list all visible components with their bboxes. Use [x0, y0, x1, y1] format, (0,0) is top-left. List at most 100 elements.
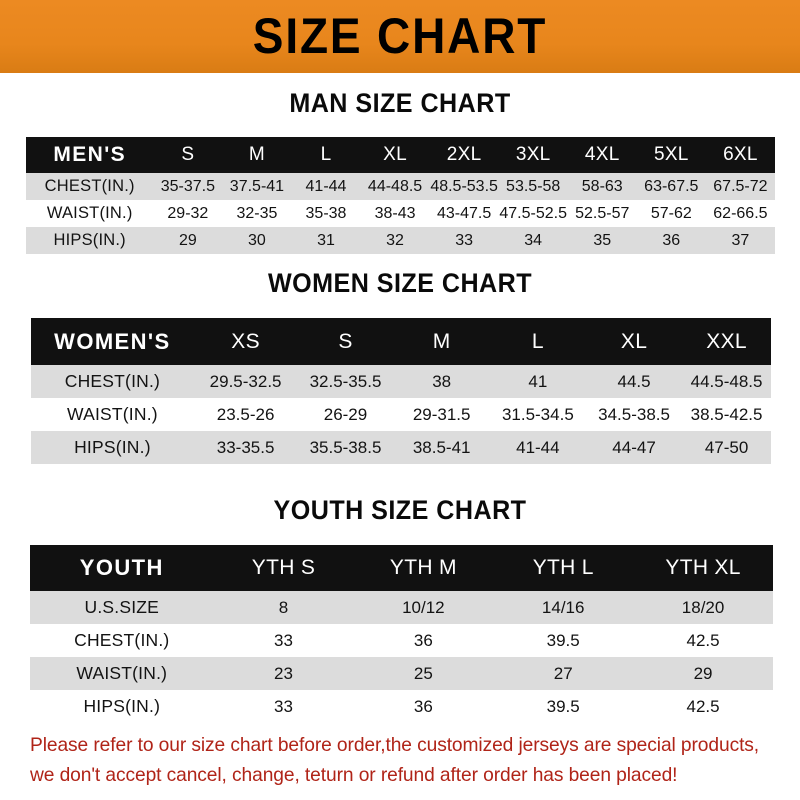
youth-measurement-value: 14/16 — [541, 597, 585, 617]
men-measurement-value: 44-48.5 — [367, 177, 423, 195]
youth-measurement-label: WAIST(IN.) — [76, 663, 168, 683]
women-measurement-value: 32.5-35.5 — [309, 371, 382, 391]
youth-section-title: YOUTH SIZE CHART — [273, 495, 527, 525]
women-measurement-value: 44.5 — [617, 371, 651, 391]
women-measurement-value: 26-29 — [323, 404, 368, 424]
men-size-column-header: XL — [383, 144, 407, 165]
youth-header-row: YOUTH YTH S YTH M YTH L YTH XL — [30, 545, 773, 591]
youth-table-corner-label: YOUTH — [79, 555, 164, 580]
youth-measurement-value: 39.5 — [546, 630, 580, 650]
women-measurement-value: 29.5-32.5 — [209, 371, 282, 391]
men-size-table: MEN'S S M L XL 2XL 3XL 4XL 5XL 6XL CHEST(IN.) 35-3… — [26, 137, 775, 254]
men-measurement-value: 29 — [178, 231, 197, 249]
men-size-column-header: 2XL — [446, 144, 482, 165]
women-measurement-value: 38 — [432, 371, 452, 391]
table-row: HIPS(IN.) 33 36 39.5 42.5 — [30, 690, 773, 723]
men-measurement-value: 47.5-52.5 — [499, 204, 567, 222]
men-measurement-value: 33 — [455, 231, 474, 249]
women-measurement-value: 23.5-26 — [216, 404, 275, 424]
youth-measurement-value: 36 — [413, 696, 433, 716]
men-measurement-value: 37.5-41 — [229, 177, 285, 195]
men-measurement-value: 35-37.5 — [160, 177, 215, 195]
men-measurement-value: 29-32 — [167, 204, 209, 222]
men-measurement-value: 34 — [524, 231, 543, 249]
youth-measurement-value: 36 — [413, 630, 433, 650]
men-measurement-value: 43-47.5 — [436, 204, 492, 222]
women-section-title: WOMEN SIZE CHART — [267, 268, 533, 298]
women-measurement-value: 41-44 — [516, 437, 560, 457]
youth-measurement-value: 8 — [278, 597, 289, 617]
men-header-row: MEN'S S M L XL 2XL 3XL 4XL 5XL 6XL — [26, 137, 775, 173]
table-row: WAIST(IN.) 23.5-26 26-29 29-31.5 31.5-34.5 34… — [31, 398, 771, 431]
men-measurement-label: HIPS(IN.) — [53, 231, 126, 249]
youth-size-column-header: YTH L — [532, 556, 594, 579]
youth-measurement-value: 27 — [553, 663, 573, 683]
youth-measurement-value: 10/12 — [402, 597, 445, 617]
men-measurement-value: 35-38 — [305, 204, 347, 222]
banner: SIZE CHART — [0, 0, 800, 73]
table-row: WAIST(IN.) 29-32 32-35 35-38 38-43 43-47.5 47.… — [26, 200, 775, 227]
men-measurement-value: 58-63 — [581, 177, 623, 195]
men-measurement-value: 38-43 — [374, 204, 416, 222]
women-size-column-header: XL — [620, 329, 648, 353]
women-measurement-value: 33-35.5 — [216, 437, 275, 457]
men-size-column-header: 3XL — [515, 144, 551, 165]
footer-notice-line-2: we don't accept cancel, change, teturn o… — [30, 764, 678, 786]
men-measurement-value: 53.5-58 — [506, 177, 561, 195]
women-measurement-value: 35.5-38.5 — [309, 437, 382, 457]
men-size-column-header: 4XL — [584, 144, 620, 165]
youth-size-column-header: YTH S — [251, 556, 316, 579]
men-table-body: CHEST(IN.) 35-37.5 37.5-41 41-44 44-48.5 48.5… — [26, 173, 775, 254]
women-table-header: WOMEN'S XS S M L XL XXL — [31, 318, 771, 365]
men-measurement-value: 32 — [386, 231, 404, 249]
men-size-column-header: M — [248, 144, 265, 165]
youth-table-body: U.S.SIZE 8 10/12 14/16 18/20 CHEST(IN.) 33 36 39… — [30, 591, 773, 723]
men-size-column-header: L — [320, 144, 332, 165]
table-row: WAIST(IN.) 23 25 27 29 — [30, 657, 773, 690]
youth-measurement-value: 23 — [274, 663, 293, 683]
footer-notice: Please refer to our size chart before or… — [30, 730, 774, 790]
women-table-corner-label: WOMEN'S — [54, 328, 171, 354]
youth-measurement-label: HIPS(IN.) — [83, 696, 161, 716]
men-measurement-value: 67.5-72 — [713, 177, 768, 195]
women-size-column-header: XXL — [706, 329, 747, 353]
women-measurement-value: 47-50 — [704, 437, 749, 457]
youth-measurement-label: CHEST(IN.) — [74, 630, 170, 650]
women-table-body: CHEST(IN.) 29.5-32.5 32.5-35.5 38 41 44.5 44.5… — [31, 365, 771, 464]
table-row: HIPS(IN.) 33-35.5 35.5-38.5 38.5-41 41-44 44-… — [31, 431, 771, 464]
youth-measurement-value: 42.5 — [686, 630, 720, 650]
men-measurement-value: 41-44 — [305, 177, 347, 195]
footer-notice-line-1: Please refer to our size chart before or… — [30, 734, 760, 756]
youth-size-table: YOUTH YTH S YTH M YTH L YTH XL U.S.SIZE 8 10/1… — [30, 545, 773, 723]
men-measurement-value: 48.5-53.5 — [430, 177, 498, 195]
table-row: HIPS(IN.) 29 30 31 32 33 34 35 36 37 — [26, 227, 775, 254]
women-measurement-label: WAIST(IN.) — [67, 404, 158, 424]
women-size-column-header: M — [432, 329, 451, 353]
men-measurement-label: WAIST(IN.) — [46, 204, 133, 222]
men-measurement-value: 62-66.5 — [713, 204, 768, 222]
youth-measurement-label: U.S.SIZE — [84, 597, 160, 617]
men-measurement-value: 32-35 — [236, 204, 278, 222]
men-measurement-value: 57-62 — [650, 204, 692, 222]
women-size-column-header: S — [338, 329, 353, 353]
women-measurement-value: 44-47 — [612, 437, 656, 457]
women-measurement-value: 41 — [528, 371, 548, 391]
women-header-row: WOMEN'S XS S M L XL XXL — [31, 318, 771, 365]
youth-measurement-value: 29 — [693, 663, 713, 683]
men-measurement-value: 31 — [317, 231, 335, 249]
women-measurement-value: 44.5-48.5 — [690, 371, 763, 391]
women-measurement-label: HIPS(IN.) — [74, 437, 151, 457]
page-title: SIZE CHART — [252, 7, 548, 64]
youth-measurement-value: 42.5 — [686, 696, 720, 716]
table-row: CHEST(IN.) 29.5-32.5 32.5-35.5 38 41 44.5 44.5… — [31, 365, 771, 398]
youth-table-header: YOUTH YTH S YTH M YTH L YTH XL — [30, 545, 773, 591]
men-table-corner-label: MEN'S — [53, 143, 126, 166]
men-size-column-header: 6XL — [723, 144, 758, 165]
men-measurement-label: CHEST(IN.) — [44, 177, 135, 195]
table-row: CHEST(IN.) 33 36 39.5 42.5 — [30, 624, 773, 657]
men-measurement-value: 30 — [248, 231, 266, 249]
men-section-title: MAN SIZE CHART — [289, 88, 511, 118]
women-measurement-value: 31.5-34.5 — [501, 404, 574, 424]
men-measurement-value: 37 — [731, 231, 750, 249]
